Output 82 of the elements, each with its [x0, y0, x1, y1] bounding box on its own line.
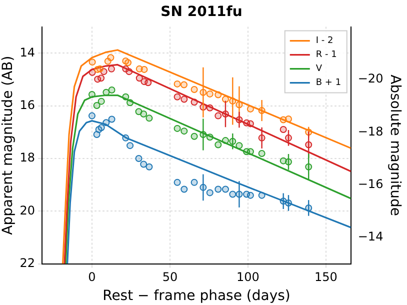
x-tick-label: 0 [88, 270, 96, 284]
y2-tick-label: −20 [358, 72, 384, 86]
point [122, 134, 130, 142]
point [180, 81, 188, 88]
point [229, 190, 236, 198]
point [258, 192, 266, 199]
y-tick-label: 18 [20, 150, 36, 165]
point [214, 186, 222, 193]
point [146, 114, 153, 122]
point [146, 163, 153, 170]
y-tick-label: 20 [20, 203, 36, 218]
point [140, 110, 148, 118]
point [180, 186, 188, 193]
y2-tick-label: −16 [358, 176, 384, 191]
point [284, 115, 292, 122]
point [126, 99, 134, 106]
point [122, 93, 130, 100]
point [88, 90, 96, 98]
legend-label: R - 1 [316, 50, 337, 60]
point [108, 116, 116, 123]
y-axis-title: Apparent magnitude (AB) [0, 56, 16, 235]
point [190, 178, 198, 186]
point [88, 68, 96, 76]
point [126, 68, 133, 76]
y-tick-label: 14 [20, 45, 36, 60]
point [102, 88, 110, 96]
point [222, 96, 229, 103]
y-tick-label: 16 [20, 98, 36, 112]
legend-label: I - 2 [316, 36, 334, 46]
point [174, 93, 181, 100]
point [222, 137, 229, 144]
point [246, 120, 254, 128]
point [140, 160, 148, 168]
point [180, 96, 188, 103]
point [135, 154, 142, 162]
y-tick-label: 22 [20, 256, 36, 270]
point [102, 119, 110, 126]
x-tick-label: 100 [236, 270, 260, 284]
point [136, 74, 143, 82]
point [246, 148, 254, 156]
y2-tick-label: −18 [358, 124, 384, 138]
point [93, 102, 100, 110]
point [180, 128, 188, 135]
point [98, 124, 105, 132]
point [98, 98, 105, 105]
point [236, 142, 243, 150]
point [214, 91, 222, 98]
point [214, 112, 222, 120]
legend-label: B + 1 [316, 78, 342, 88]
point [280, 126, 287, 133]
point [174, 80, 181, 88]
legend-label: V [316, 64, 323, 74]
point [140, 66, 148, 73]
point [108, 65, 115, 72]
point [98, 74, 105, 82]
point [246, 192, 254, 199]
point [190, 86, 198, 93]
point [174, 178, 181, 186]
x-tick-label: 150 [314, 270, 338, 284]
point [126, 142, 134, 150]
point [88, 58, 96, 66]
point [124, 59, 132, 66]
point [214, 141, 222, 148]
point [258, 150, 266, 157]
x-tick-label: 50 [162, 270, 178, 284]
point [144, 79, 152, 86]
point [206, 189, 214, 196]
point [88, 112, 96, 120]
x-axis-title: Rest − frame phase (days) [102, 288, 290, 304]
point [206, 134, 214, 141]
point [190, 132, 198, 140]
y2-axis-title: Absolute magnitude [386, 74, 403, 216]
point [206, 104, 214, 112]
y2-tick-label: −14 [358, 230, 384, 244]
point [206, 90, 214, 98]
chart-title: SN 2011fu [160, 4, 242, 20]
point [107, 54, 114, 62]
point [108, 86, 116, 94]
point [174, 124, 181, 132]
point [190, 98, 198, 106]
point [246, 105, 254, 112]
point [222, 186, 229, 193]
